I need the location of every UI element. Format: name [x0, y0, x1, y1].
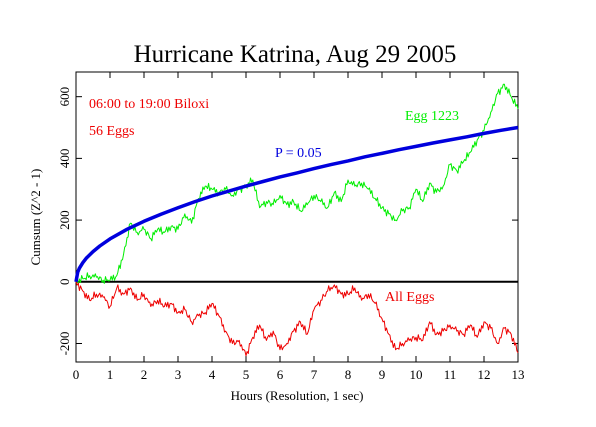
y-axis-label: Cumsum (Z^2 - 1) — [28, 169, 43, 266]
y-tick-label: 400 — [57, 149, 72, 169]
x-tick-label: 0 — [73, 367, 80, 382]
time-window-annotation: 06:00 to 19:00 Biloxi — [89, 97, 209, 112]
series-label-egg-1223: Egg 1223 — [405, 109, 459, 124]
series-label-probability: P = 0.05 — [275, 146, 322, 161]
chart-title: Hurricane Katrina, Aug 29 2005 — [134, 41, 457, 68]
series-label-all-eggs: All Eggs — [385, 290, 434, 305]
x-tick-label: 8 — [345, 367, 352, 382]
egg-count-annotation: 56 Eggs — [89, 124, 135, 139]
x-tick-label: 5 — [243, 367, 250, 382]
x-tick-label: 11 — [444, 367, 457, 382]
series-line-egg-1223 — [75, 83, 519, 285]
x-tick-label: 4 — [209, 367, 216, 382]
x-tick-label: 13 — [512, 367, 525, 382]
x-tick-label: 3 — [175, 367, 182, 382]
x-tick-label: 2 — [141, 367, 148, 382]
x-tick-label: 6 — [277, 367, 284, 382]
x-tick-label: 1 — [107, 367, 114, 382]
y-tick-label: 600 — [57, 87, 72, 107]
y-tick-label: 0 — [57, 279, 72, 286]
x-tick-label: 12 — [478, 367, 491, 382]
y-tick-label: -200 — [57, 332, 72, 356]
x-tick-label: 10 — [410, 367, 423, 382]
plot-frame — [75, 71, 519, 363]
series-layer — [74, 83, 519, 357]
y-tick-label: 200 — [57, 210, 72, 230]
series-line-all-eggs — [75, 281, 519, 357]
x-tick-label: 9 — [379, 367, 386, 382]
series-line-probability — [74, 125, 519, 283]
x-tick-label: 7 — [311, 367, 318, 382]
x-axis-label: Hours (Resolution, 1 sec) — [231, 388, 364, 403]
